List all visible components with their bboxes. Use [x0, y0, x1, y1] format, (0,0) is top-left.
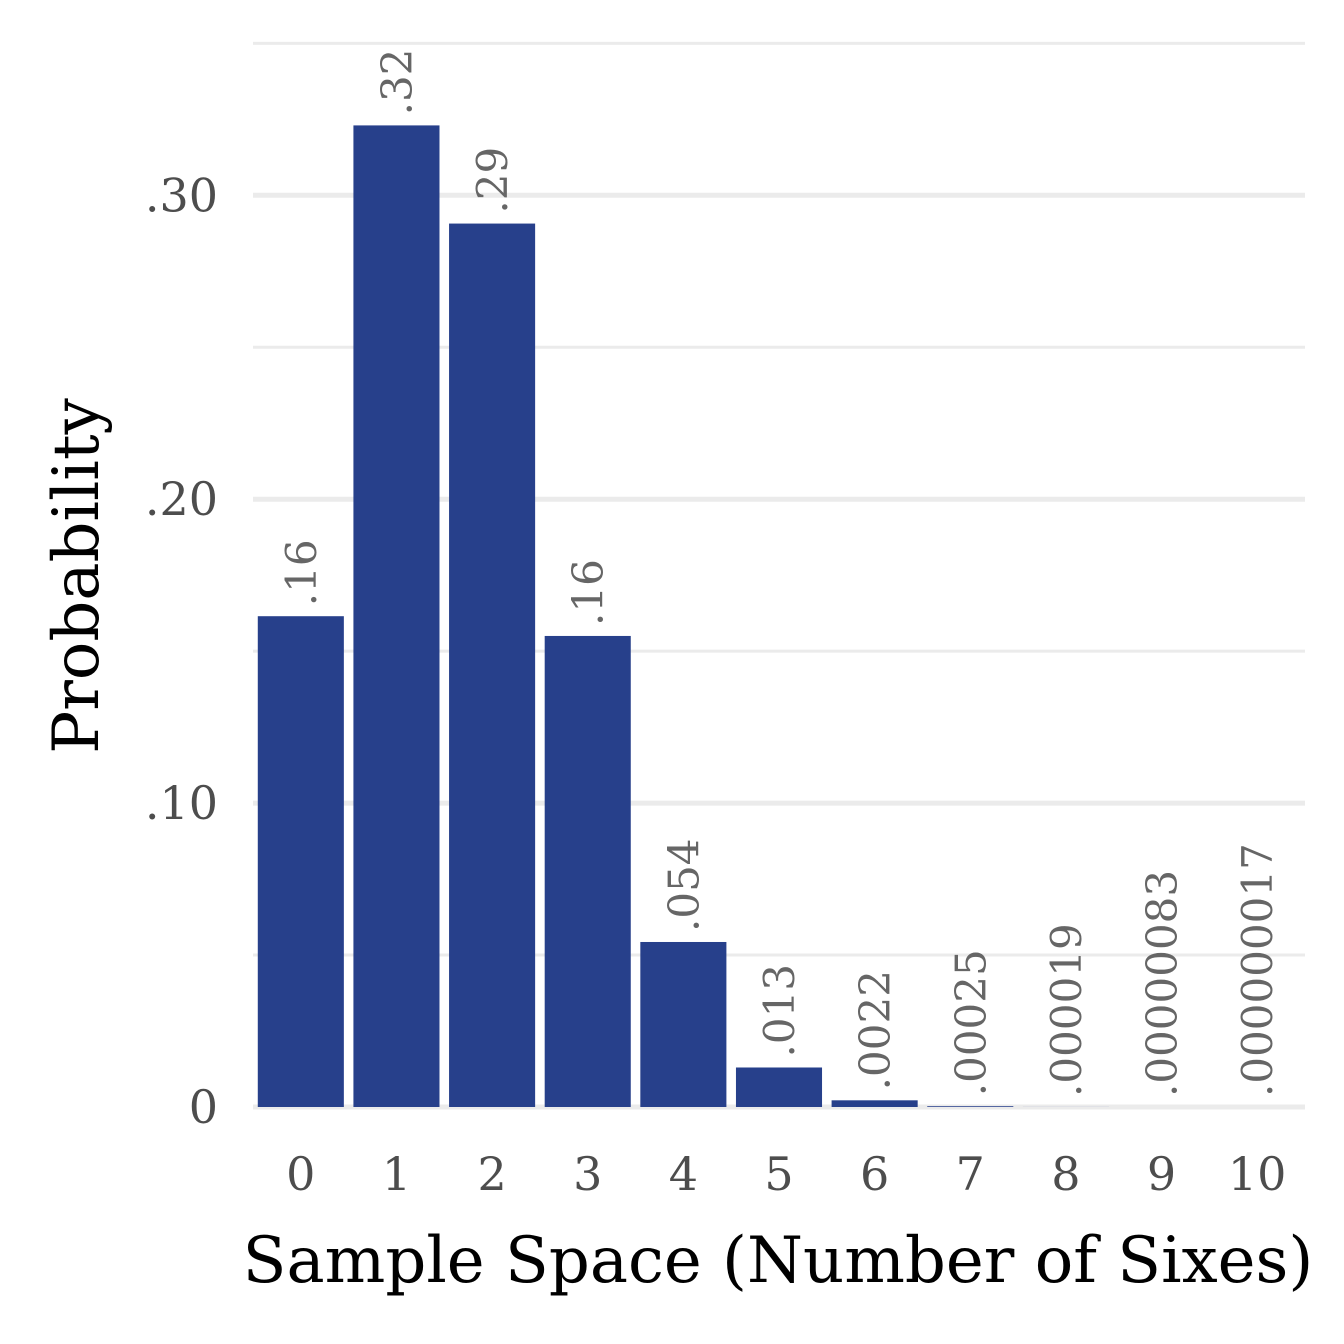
x-tick-label: 3	[573, 1147, 602, 1201]
bar-value-label: .0022	[851, 970, 900, 1090]
bar-value-label: .16	[277, 539, 326, 606]
y-tick-label: 0	[189, 1080, 218, 1134]
x-axis-ticks: 0 1 2 3 4 5 6 7 8 9 10	[286, 1147, 1286, 1201]
bar-value-label: .16	[564, 559, 613, 626]
bar-5	[735, 1067, 823, 1107]
x-tick-label: 9	[1147, 1147, 1176, 1201]
y-tick-label: .20	[145, 472, 218, 526]
x-tick-label: 0	[286, 1147, 315, 1201]
bar-6	[831, 1100, 918, 1107]
y-axis-title: Probability	[40, 398, 114, 754]
bar-value-label: .054	[659, 838, 708, 932]
bars	[257, 125, 1205, 1108]
y-tick-label: .30	[145, 168, 218, 222]
x-tick-label: 10	[1228, 1147, 1287, 1201]
bar-value-label: .00025	[946, 949, 995, 1096]
y-axis-ticks: 0 .10 .20 .30	[145, 168, 218, 1134]
x-axis-title: Sample Space (Number of Sixes)	[243, 1224, 1314, 1298]
bar-3	[544, 635, 631, 1107]
bar-2	[449, 223, 536, 1108]
x-tick-label: 5	[764, 1147, 793, 1201]
bar-0	[257, 616, 344, 1107]
y-tick-label: .10	[145, 776, 218, 830]
bar-value-label: .29	[468, 147, 517, 214]
bar-7	[927, 1106, 1014, 1107]
x-tick-label: 8	[1051, 1147, 1080, 1201]
x-tick-label: 6	[860, 1147, 889, 1201]
x-tick-label: 7	[956, 1147, 985, 1201]
bar-value-label: .32	[372, 49, 421, 116]
bar-value-label: .00000083	[1138, 870, 1187, 1097]
bar-value-label: .000019	[1042, 923, 1091, 1097]
x-tick-label: 4	[669, 1147, 698, 1201]
bar-1	[353, 125, 440, 1107]
bar-value-labels: .16 .32 .29 .16 .054 .013 .0022 .00025 .000019 .0…	[277, 49, 1282, 1097]
bar-value-label: .013	[755, 964, 804, 1058]
bar-4	[640, 941, 727, 1107]
bar-value-label: .000000017	[1233, 843, 1282, 1097]
x-tick-label: 2	[477, 1147, 506, 1201]
x-tick-label: 1	[382, 1147, 411, 1201]
